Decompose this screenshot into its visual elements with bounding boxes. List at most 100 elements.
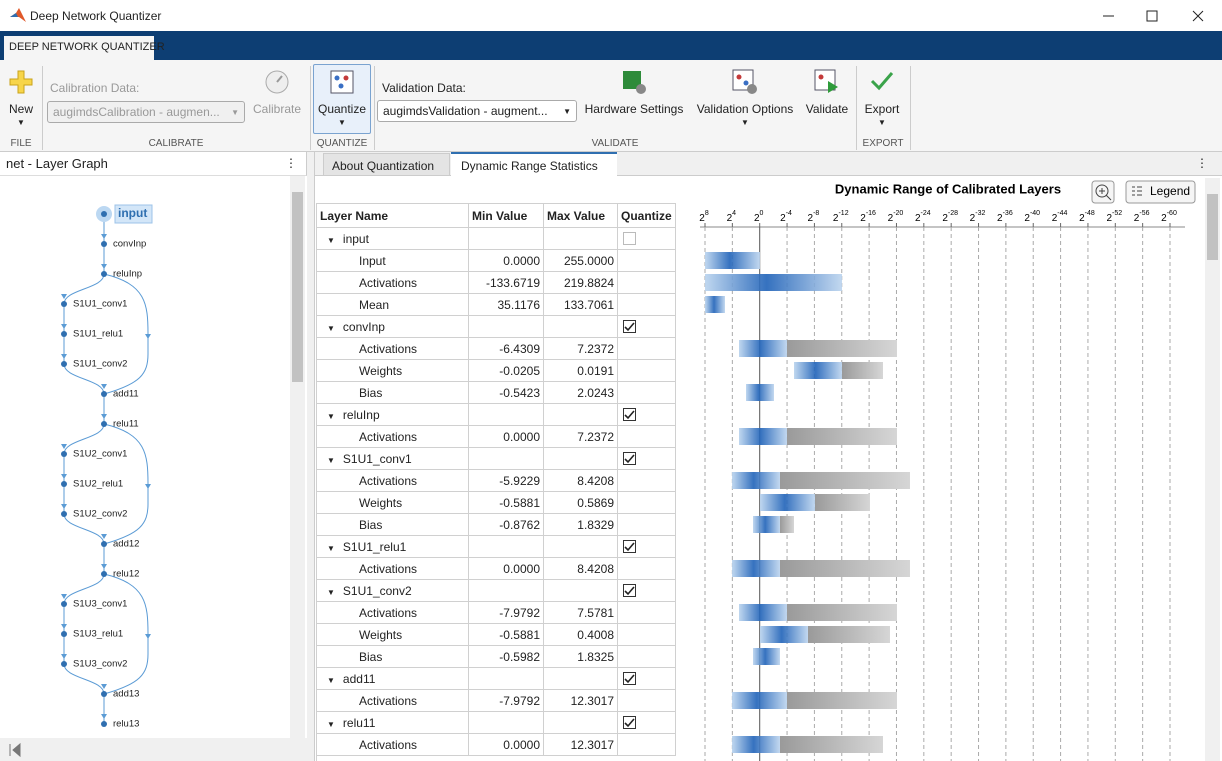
edge (63, 663, 105, 695)
layer-name: Bias (317, 646, 469, 668)
node-label: S1U2_conv1 (73, 449, 127, 460)
max-value: 0.5869 (544, 492, 618, 514)
checkbox[interactable] (623, 716, 636, 729)
arrow (145, 484, 151, 489)
edge (63, 273, 105, 305)
column-header: Layer Name (317, 204, 469, 228)
group-cell: ▼ S1U1_conv2 (317, 580, 469, 602)
window-controls[interactable] (1100, 8, 1210, 24)
node-label: S1U2_relu1 (73, 479, 123, 490)
layer-name: add11 (342, 672, 376, 686)
cell (618, 250, 676, 272)
cell (469, 712, 544, 734)
max-value: 12.3017 (544, 734, 618, 756)
node (101, 241, 107, 247)
checkbox[interactable] (623, 320, 636, 333)
section-label: FILE (10, 138, 32, 149)
axis-tick-label: 2-32 (970, 210, 986, 224)
layer-name: S1U1_conv2 (342, 584, 412, 598)
zoom-button[interactable] (1091, 180, 1115, 204)
layer-name: reluInp (342, 408, 380, 422)
node (61, 631, 67, 637)
min-value: 0.0000 (469, 426, 544, 448)
node-highlight (114, 204, 153, 224)
node (61, 301, 67, 307)
max-value: 1.8325 (544, 646, 618, 668)
quantize-button[interactable]: Quantize (317, 102, 367, 116)
export-icon (870, 72, 894, 91)
node (101, 541, 107, 547)
min-value: -0.0205 (469, 360, 544, 382)
node (61, 601, 67, 607)
validation-options-button[interactable]: Validation Options (696, 102, 794, 116)
range-bar-underflow (815, 494, 870, 511)
checkbox[interactable] (623, 540, 636, 553)
tab[interactable]: About Quantization (323, 153, 450, 176)
axis-base: 2 (1024, 213, 1030, 224)
axis-tick-label: 2-4 (780, 210, 792, 224)
axis-base: 2 (888, 213, 894, 224)
cell (618, 734, 676, 756)
checkbox[interactable] (623, 452, 636, 465)
max-value: 8.4208 (544, 558, 618, 580)
calibration-data-dropdown[interactable]: augimdsCalibration - augmen... ▼ (47, 101, 245, 123)
checkbox[interactable] (623, 408, 636, 421)
cell (618, 294, 676, 316)
axis-exponent: -52 (1112, 210, 1122, 217)
range-bar (753, 648, 780, 665)
range-bar-underflow (780, 516, 794, 533)
checkbox[interactable] (623, 232, 636, 245)
node-label: reluInp (113, 269, 142, 280)
layer-graph: input convInp reluInp S1U1_conv1 S1U1_relu1 S… (0, 176, 307, 761)
hardware-settings-button[interactable]: Hardware Settings (584, 102, 684, 116)
max-value: 219.8824 (544, 272, 618, 294)
histogram-title: Dynamic Range of Calibrated Layers (835, 181, 1061, 196)
legend-button[interactable]: Legend (1125, 180, 1196, 204)
min-value: -133.6719 (469, 272, 544, 294)
node (101, 571, 107, 577)
toolstrip-tab[interactable]: DEEP NETWORK QUANTIZER (4, 36, 165, 60)
cell (618, 338, 676, 360)
min-value: -0.5423 (469, 382, 544, 404)
layer-name: relu11 (342, 716, 376, 730)
tab[interactable]: Dynamic Range Statistics (451, 152, 617, 177)
cell (618, 514, 676, 536)
cell (469, 580, 544, 602)
axis-base: 2 (942, 213, 948, 224)
range-bar (794, 362, 842, 379)
node-label: S1U3_conv1 (73, 599, 127, 610)
edge (63, 423, 105, 455)
node-label: S1U1_relu1 (73, 329, 123, 340)
layer-name: S1U1_relu1 (342, 540, 407, 554)
calibrate-button[interactable]: Calibrate (252, 102, 302, 116)
new-button[interactable]: New (8, 102, 33, 116)
layer-name: Weights (317, 360, 469, 382)
section-label: EXPORT (862, 138, 904, 149)
axis-tick-label: 2-12 (833, 210, 849, 224)
cell (469, 448, 544, 470)
max-value: 1.8329 (544, 514, 618, 536)
axis-tick-label: 2-20 (888, 210, 904, 224)
axis-tick-label: 2-24 (915, 210, 931, 224)
cell (544, 316, 618, 338)
layer-name: Weights (317, 624, 469, 646)
validate-icon (814, 69, 838, 93)
checkbox[interactable] (623, 584, 636, 597)
arrow (145, 334, 151, 339)
layer-name: Activations (317, 558, 469, 580)
checkbox[interactable] (623, 672, 636, 685)
export-button[interactable]: Export (864, 102, 900, 116)
layer-name: Activations (317, 602, 469, 624)
validate-button[interactable]: Validate (805, 102, 849, 116)
min-value: -7.9792 (469, 602, 544, 624)
axis-exponent: 4 (732, 210, 736, 217)
node-label: S1U1_conv2 (73, 359, 127, 370)
arrow (61, 474, 67, 479)
range-bar-underflow (842, 362, 883, 379)
validation-data-dropdown[interactable]: augimdsValidation - augment... ▼ (377, 100, 577, 122)
cell (618, 624, 676, 646)
arrow (101, 714, 107, 719)
cell (544, 580, 618, 602)
arrow (61, 654, 67, 659)
axis-base: 2 (915, 213, 921, 224)
